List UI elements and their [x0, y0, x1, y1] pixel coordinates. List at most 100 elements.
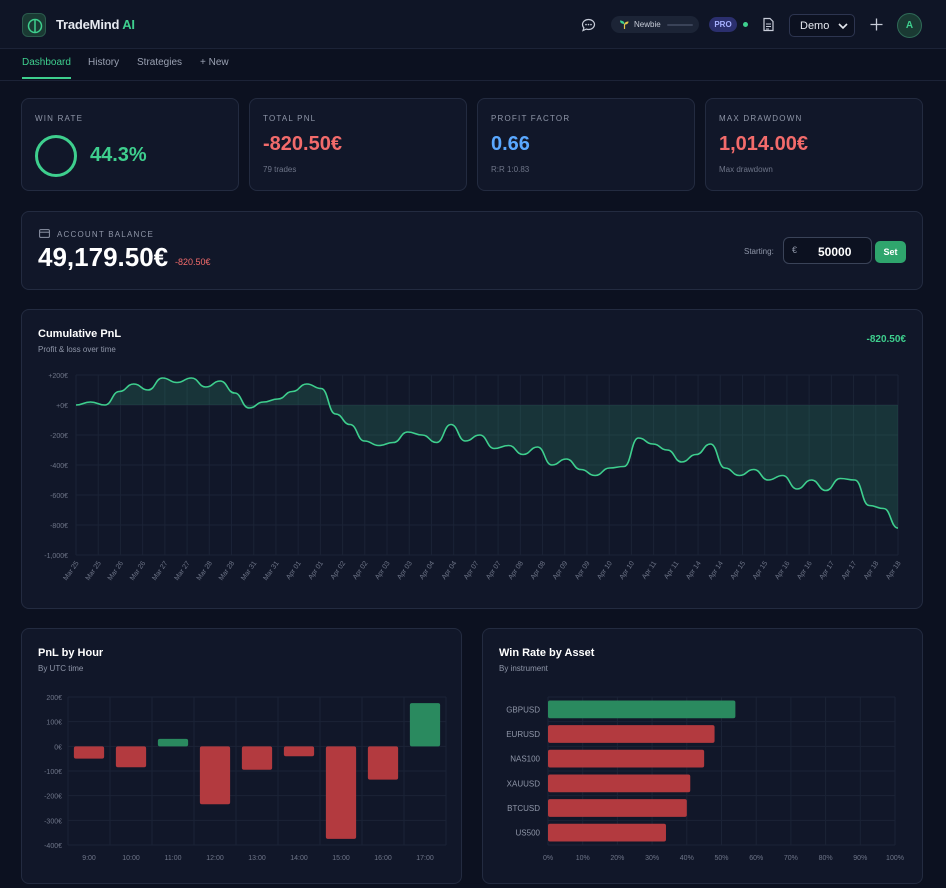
- top-bar: TradeMind AI Newbie PRO Demo A: [0, 0, 946, 49]
- account-select-value: Demo: [800, 20, 830, 32]
- y-tick-label: -100€: [44, 769, 62, 776]
- x-tick-label: 16:00: [374, 855, 392, 862]
- y-tick-label: 0€: [54, 744, 62, 751]
- x-tick-label: Mar 28: [218, 560, 236, 582]
- y-tick-label: EURUSD: [506, 730, 540, 739]
- chat-icon[interactable]: [581, 18, 596, 37]
- hour-bar: [73, 746, 105, 759]
- y-tick-label: 200€: [46, 695, 62, 702]
- win-rate-by-asset-card: Win Rate by Asset By instrument 0% 10% 20%…: [482, 628, 923, 884]
- y-tick-label: +200€: [48, 373, 68, 380]
- brain-icon: [27, 18, 43, 34]
- document-icon[interactable]: [762, 17, 775, 37]
- chevron-down-icon: [838, 23, 848, 30]
- x-tick-label: Apr 08: [507, 560, 525, 581]
- x-tick-label: Mar 26: [107, 560, 125, 582]
- win-rate-value: 44.3%: [90, 144, 147, 166]
- x-tick-label: 20%: [610, 855, 624, 862]
- tab-history[interactable]: History: [88, 57, 120, 68]
- sparkle-icon[interactable]: [870, 18, 883, 36]
- starting-balance-input[interactable]: € 50000: [783, 237, 872, 264]
- x-tick-label: 15:00: [332, 855, 350, 862]
- hour-bar: [199, 746, 231, 805]
- max-drawdown-card: MAX DRAWDOWN 1,014.00€ Max drawdown: [705, 98, 923, 191]
- hour-bar: [409, 703, 441, 747]
- x-tick-label: Apr 07: [485, 560, 503, 581]
- cumulative-pnl-subtitle: Profit & loss over time: [38, 345, 116, 354]
- x-tick-label: Mar 31: [262, 560, 280, 582]
- x-tick-label: 90%: [853, 855, 867, 862]
- win-rate-card: WIN RATE 44.3%: [21, 98, 239, 191]
- x-tick-label: Apr 14: [707, 560, 725, 581]
- avatar[interactable]: A: [897, 13, 922, 38]
- x-tick-label: Apr 09: [552, 560, 570, 581]
- x-tick-label: Mar 31: [240, 560, 258, 582]
- app-logo[interactable]: [22, 13, 46, 37]
- level-progress: [667, 24, 693, 26]
- level-badge[interactable]: Newbie: [611, 16, 699, 33]
- account-select[interactable]: Demo: [789, 14, 855, 37]
- total-pnl-sub: 79 trades: [263, 165, 297, 174]
- y-tick-label: +0€: [56, 403, 68, 410]
- y-tick-label: BTCUSD: [507, 804, 540, 813]
- total-pnl-value: -820.50€: [263, 133, 342, 155]
- hour-bar: [325, 746, 357, 839]
- max-drawdown-value: 1,014.00€: [719, 133, 808, 155]
- y-tick-label: 100€: [46, 720, 62, 727]
- x-tick-label: 100%: [886, 855, 904, 862]
- x-tick-label: Apr 15: [730, 560, 748, 581]
- tab-strategies[interactable]: Strategies: [137, 57, 183, 68]
- x-tick-label: 10:00: [122, 855, 140, 862]
- x-tick-label: Apr 14: [685, 560, 703, 581]
- pro-badge[interactable]: PRO: [709, 17, 737, 32]
- max-drawdown-sub: Max drawdown: [719, 165, 773, 174]
- win-rate-ring: [35, 135, 77, 177]
- pnl-by-hour-card: PnL by Hour By UTC time 200€ 100€ 0€ -100€ -…: [21, 628, 462, 884]
- asset-bar: [548, 774, 691, 793]
- profit-factor-card: PROFIT FACTOR 0.66 R:R 1:0.83: [477, 98, 695, 191]
- x-tick-label: Apr 01: [307, 560, 325, 581]
- x-tick-label: Apr 17: [841, 560, 859, 581]
- win-rate-by-asset-title: Win Rate by Asset: [499, 647, 595, 659]
- app-title: TradeMind AI: [56, 17, 135, 32]
- asset-bar: [548, 799, 687, 817]
- y-tick-label: US500: [516, 829, 541, 838]
- x-tick-label: 11:00: [165, 855, 182, 862]
- x-tick-label: Apr 03: [374, 560, 392, 581]
- tab-dashboard[interactable]: Dashboard: [22, 57, 71, 68]
- x-tick-label: 14:00: [290, 855, 308, 862]
- sprout-icon: [620, 20, 629, 29]
- total-pnl-label: TOTAL PNL: [263, 114, 317, 123]
- win-rate-label: WIN RATE: [35, 114, 84, 123]
- x-tick-label: Apr 15: [752, 560, 770, 581]
- level-label: Newbie: [634, 20, 661, 29]
- asset-bar: [548, 823, 666, 842]
- y-tick-label: -400€: [44, 843, 62, 850]
- x-tick-label: Mar 27: [173, 560, 191, 582]
- tab-new[interactable]: + New: [200, 57, 229, 68]
- y-tick-label: -1,000€: [44, 553, 68, 560]
- x-tick-label: 80%: [819, 855, 833, 862]
- set-button[interactable]: Set: [875, 241, 906, 263]
- asset-bar: [548, 725, 715, 743]
- profit-factor-value: 0.66: [491, 133, 530, 155]
- cumulative-pnl-card: Cumulative PnL Profit & loss over time -…: [21, 309, 923, 609]
- pnl-area: [76, 378, 898, 529]
- win-rate-by-asset-chart: 0% 10% 20% 30% 40% 50% 60% 70% 80% 90% 100% GBPUSD E…: [506, 696, 904, 862]
- pnl-line: [75, 377, 899, 529]
- y-tick-label: -800€: [50, 523, 68, 530]
- profit-factor-sub: R:R 1:0.83: [491, 165, 530, 174]
- x-tick-label: Apr 03: [396, 560, 414, 581]
- cumulative-pnl-total: -820.50€: [866, 334, 906, 345]
- account-balance-change: -820.50€: [175, 257, 211, 267]
- hour-bar: [283, 746, 315, 757]
- x-tick-label: 13:00: [248, 855, 266, 862]
- x-tick-label: 12:00: [206, 855, 224, 862]
- y-tick-label: NAS100: [510, 755, 540, 764]
- x-tick-label: Apr 02: [352, 560, 370, 581]
- x-tick-label: 50%: [714, 855, 728, 862]
- x-tick-label: Apr 16: [774, 560, 792, 581]
- x-tick-label: 9:00: [82, 855, 96, 862]
- pnl-by-hour-title: PnL by Hour: [38, 647, 104, 659]
- y-tick-label: -200€: [44, 794, 62, 801]
